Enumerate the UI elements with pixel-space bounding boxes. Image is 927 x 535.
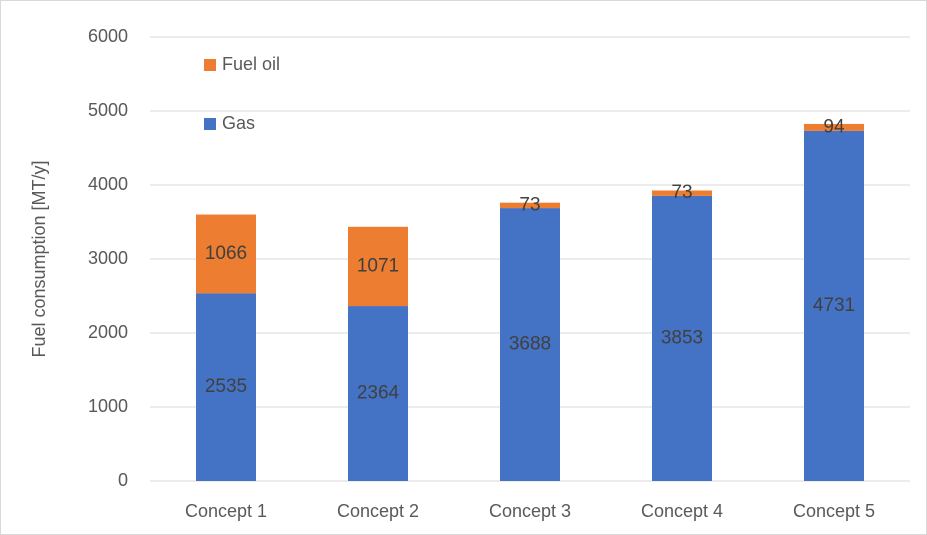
bar-segment (500, 202, 560, 209)
x-tick-label: Concept 2 (337, 501, 419, 521)
x-tick-label: Concept 5 (793, 501, 875, 521)
bar-segment (348, 306, 408, 481)
y-tick-label: 0 (118, 470, 128, 490)
bar-segment (196, 214, 256, 294)
bar-segment (500, 208, 560, 481)
bar-segment (652, 190, 712, 196)
bar-segment (348, 226, 408, 307)
bar-segment (652, 195, 712, 482)
y-axis-label: Fuel consumption [MT/y] (29, 160, 49, 357)
x-tick-label: Concept 4 (641, 501, 723, 521)
y-tick-label: 2000 (88, 322, 128, 342)
data-label: 73 (519, 194, 540, 215)
data-label: 3688 (509, 334, 551, 355)
data-label: 1071 (357, 255, 399, 276)
legend-label: Gas (222, 113, 255, 133)
y-tick-label: 5000 (88, 100, 128, 120)
y-tick-label: 3000 (88, 248, 128, 268)
data-label: 94 (823, 116, 845, 137)
data-label: 1066 (205, 243, 247, 264)
bar-segment (804, 123, 864, 131)
legend-label: Fuel oil (222, 54, 280, 74)
y-tick-label: 6000 (88, 26, 128, 46)
data-label: 73 (671, 182, 692, 203)
legend-swatch (204, 118, 216, 130)
bar-segment (804, 130, 864, 481)
x-tick-label: Concept 1 (185, 501, 267, 521)
y-tick-label: 1000 (88, 396, 128, 416)
data-label: 2364 (357, 383, 400, 404)
data-label: 2535 (205, 376, 247, 397)
bar-segment (196, 293, 256, 481)
y-tick-label: 4000 (88, 174, 128, 194)
x-tick-label: Concept 3 (489, 501, 571, 521)
data-label: 3853 (661, 327, 703, 348)
data-label: 4731 (813, 295, 855, 316)
legend-swatch (204, 59, 216, 71)
